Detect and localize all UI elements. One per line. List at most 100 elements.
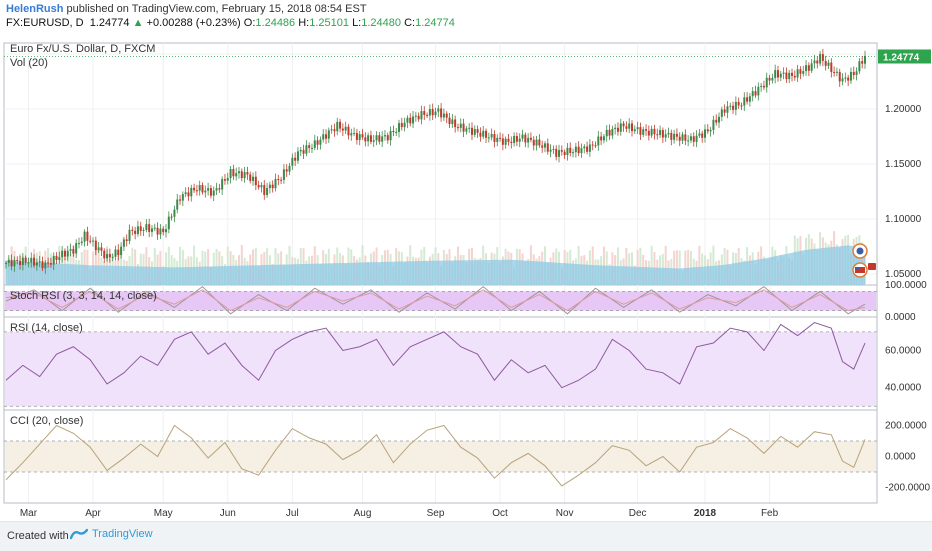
candle-body (86, 231, 89, 241)
candle-body (325, 134, 328, 139)
candle-body (855, 71, 858, 75)
candle-body (412, 116, 415, 124)
candle-body (336, 121, 339, 132)
candle-body (198, 185, 201, 191)
candle-body (125, 239, 128, 241)
low-label: L: (352, 17, 362, 29)
candle-body (709, 129, 712, 132)
tradingview-brand-link[interactable]: TradingView (70, 528, 153, 540)
candle-body (529, 137, 532, 140)
candle-body (535, 139, 538, 146)
candle-body (521, 134, 524, 139)
candle-body (835, 71, 838, 73)
candle-body (622, 123, 625, 127)
candle-body (667, 132, 670, 135)
candle-body (864, 55, 866, 64)
candle-body (608, 129, 611, 136)
candle-body (83, 231, 86, 242)
candle-body (122, 239, 125, 247)
candle-body (594, 145, 597, 147)
candle-body (173, 209, 176, 217)
candle-body (799, 69, 802, 74)
ohlc-info: FX:EURUSD, D 1.24774 ▲ +0.00288 (+0.23%)… (6, 17, 455, 29)
candle-body (406, 117, 409, 123)
candle-body (344, 126, 347, 131)
candle-body (341, 128, 344, 131)
osc-line-rsi (5, 322, 866, 389)
candle-body (538, 139, 541, 146)
candle-body (656, 134, 659, 136)
x-tick-label: Oct (492, 508, 508, 519)
candle-body (726, 106, 729, 113)
candle-body (229, 169, 232, 178)
brand-name: TradingView (92, 528, 153, 540)
candle-body (13, 259, 16, 267)
candle-body (291, 157, 294, 166)
candle-body (266, 188, 269, 195)
candle-body (134, 230, 137, 235)
candle-body (762, 85, 765, 88)
candle-body (706, 129, 709, 132)
candle-body (61, 250, 64, 258)
candle-body (252, 176, 255, 181)
candle-body (695, 135, 698, 142)
candle-body (243, 172, 246, 179)
candle-body (774, 70, 777, 78)
candle-body (215, 188, 218, 191)
volume-bar (179, 246, 182, 285)
candle-body (41, 261, 44, 269)
candle-body (268, 184, 271, 189)
candle-body (327, 130, 330, 139)
band-fill (5, 331, 876, 407)
candle-body (285, 169, 288, 172)
candle-body (310, 147, 313, 149)
candle-body (47, 262, 50, 264)
osc-line-cci (5, 424, 866, 487)
candle-body (97, 247, 100, 251)
volume-bar (712, 245, 715, 285)
candle-body (645, 129, 648, 131)
candle-body (754, 91, 757, 96)
x-tick-label: Dec (629, 508, 647, 519)
candle-body (653, 128, 656, 135)
candle-body (282, 169, 285, 180)
author-name[interactable]: HelenRush (6, 3, 64, 15)
candle-body (546, 143, 549, 152)
volume-bar (145, 247, 148, 285)
candle-body (159, 228, 162, 235)
osc-axis-tick: 40.0000 (885, 383, 922, 394)
candle-body (751, 91, 754, 97)
candle-body (167, 216, 170, 230)
candle-body (378, 135, 381, 142)
volume-bar (687, 249, 690, 285)
x-tick-label: Apr (85, 508, 101, 519)
candle-body (207, 188, 210, 191)
candle-body (142, 230, 145, 232)
candle-body (600, 136, 603, 141)
candle-body (221, 179, 224, 190)
osc-pane-title: Stoch RSI (3, 3, 14, 14, close) (10, 290, 157, 302)
candle-body (322, 134, 325, 140)
candle-body (485, 130, 488, 138)
candle-body (456, 127, 459, 129)
candle-body (5, 263, 7, 264)
earnings-icon-dot (856, 247, 864, 255)
candle-body (577, 146, 580, 154)
candle-body (476, 129, 479, 133)
candle-body (92, 240, 95, 242)
candle-body (470, 127, 473, 135)
candle-body (403, 122, 406, 128)
candle-body (240, 171, 243, 179)
high-value: 1.25101 (309, 17, 349, 29)
candle-body (114, 249, 117, 257)
candle-body (673, 133, 676, 140)
x-tick-label: May (154, 508, 173, 519)
chart-canvas[interactable]: Mar Apr May Jun Jul Aug Sep Oct Nov Dec 2018 Feb 1.2… (0, 0, 932, 521)
candle-body (372, 140, 375, 142)
volume-ma-area (6, 245, 865, 285)
osc-axis-tick: -200.0000 (885, 483, 930, 494)
candle-body (7, 259, 10, 263)
x-tick-label: Jun (220, 508, 236, 519)
candle-body (852, 71, 855, 75)
candle-body (333, 129, 336, 132)
